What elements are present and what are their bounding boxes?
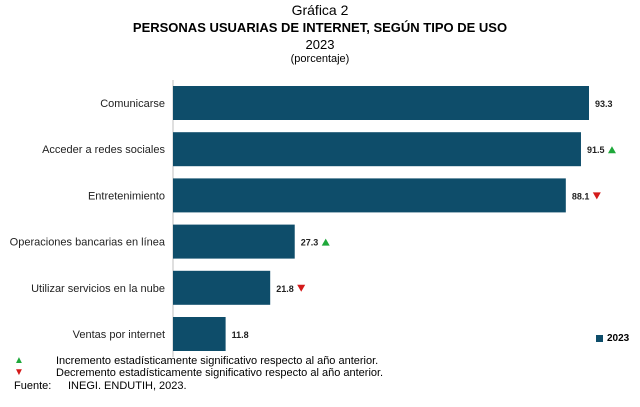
data-label: 21.8 [276, 284, 294, 294]
data-label: 88.1 [572, 191, 590, 201]
source-label: Fuente: [14, 379, 52, 392]
category-label: Entretenimiento [88, 190, 165, 202]
category-label: Ventas por internet [73, 329, 165, 341]
bar [173, 86, 589, 120]
note-increment: ▲ Incremento estadísticamente significat… [14, 355, 383, 367]
down-arrow-icon: ▼ [14, 367, 24, 378]
bar [173, 270, 271, 305]
decrement-arrow-icon [592, 192, 601, 200]
category-label: Comunicarse [100, 98, 165, 110]
data-label: 11.8 [232, 330, 249, 340]
data-label: 93.3 [595, 99, 613, 109]
note-increment-text: Incremento estadísticamente significativ… [56, 355, 379, 367]
source-text: INEGI. ENDUTIH, 2023. [68, 379, 187, 392]
note-decrement-text: Decremento estadísticamente significativ… [56, 367, 384, 379]
source-line: Fuente: INEGI. ENDUTIH, 2023. [14, 379, 383, 392]
up-arrow-icon: ▲ [14, 355, 24, 366]
chart-year: 2023 [305, 37, 335, 52]
chart-notes: ▲ Incremento estadísticamente significat… [14, 355, 383, 392]
category-label: Utilizar servicios en la nube [31, 283, 165, 295]
chart-unit: (porcentaje) [290, 53, 350, 65]
decrement-arrow-icon [297, 284, 306, 292]
data-label: 91.5 [587, 145, 605, 155]
chart-legend: 2023 [596, 333, 629, 344]
bar [173, 224, 295, 259]
category-label: Acceder a redes sociales [42, 144, 165, 156]
increment-arrow-icon [321, 238, 330, 246]
chart-title: PERSONAS USUARIAS DE INTERNET, SEGÚN TIP… [132, 20, 508, 35]
bar [173, 132, 581, 167]
increment-arrow-icon [607, 146, 616, 154]
legend-label: 2023 [607, 333, 630, 344]
bar [173, 178, 566, 213]
note-decrement: ▼ Decremento estadísticamente significat… [14, 367, 383, 379]
data-label: 27.3 [301, 238, 319, 248]
category-label: Operaciones bancarias en línea [10, 237, 166, 249]
legend-swatch [596, 335, 603, 342]
figure-label: Gráfica 2 [291, 2, 349, 18]
bar [173, 317, 226, 351]
